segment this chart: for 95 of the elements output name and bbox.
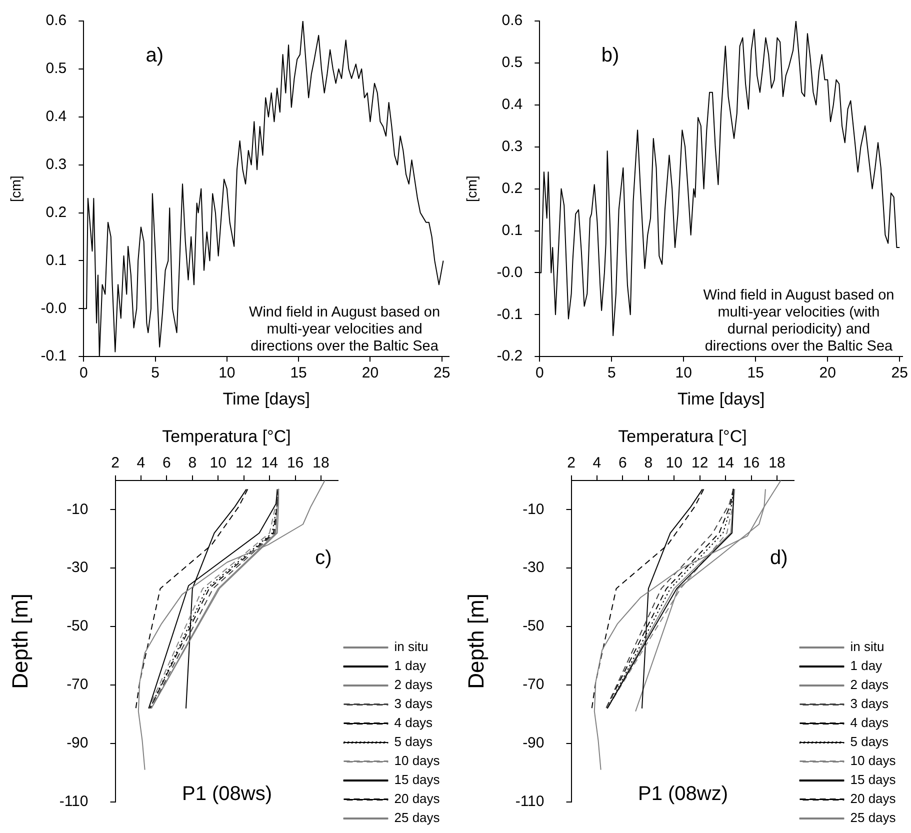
- y-tick-label: -0.1: [40, 348, 67, 365]
- x-tick-label: 2: [111, 454, 120, 472]
- annotation: d): [770, 547, 788, 570]
- legend-label: 3 days: [850, 696, 890, 712]
- y-tick-label: 0.3: [46, 156, 67, 173]
- x-tick-label: 15: [290, 364, 307, 382]
- y-axis-title: [cm]: [7, 176, 24, 202]
- y-tick-label: -50: [66, 618, 88, 635]
- legend-label: 1 day: [394, 658, 427, 674]
- y-axis-title: Depth [m]: [463, 594, 488, 689]
- x-tick-label: 2: [567, 454, 576, 472]
- y-tick-label: 0.6: [502, 12, 523, 30]
- legend-label: 4 days: [850, 715, 890, 730]
- legend-label: 2 days: [850, 677, 890, 692]
- x-tick-label: 20: [819, 364, 836, 382]
- y-tick-label: -0.0: [40, 300, 67, 317]
- x-tick-label: 15: [747, 364, 764, 382]
- y-axis-title: Depth [m]: [7, 594, 32, 689]
- y-tick-label: 0.4: [46, 108, 67, 126]
- legend-label: 20 days: [850, 791, 896, 806]
- annotation: Wind field in August based on multi-year velocities and directions over the Baltic Sea: [249, 304, 440, 355]
- x-tick-label: 10: [218, 364, 236, 382]
- y-tick-label: -0.0: [496, 264, 523, 281]
- y-tick-label: -10: [66, 500, 88, 518]
- x-tick-label: 16: [286, 454, 304, 472]
- legend-label: 15 days: [850, 772, 896, 788]
- y-tick-label: -0.2: [496, 348, 523, 365]
- y-tick-label: -30: [522, 559, 544, 576]
- legend-label: 20 days: [394, 791, 440, 806]
- y-tick-label: -90: [66, 734, 88, 752]
- x-tick-label: 14: [717, 454, 734, 472]
- legend-label: 15 days: [394, 772, 440, 788]
- legend-label: 4 days: [394, 715, 434, 730]
- legend-label: in situ: [850, 639, 884, 654]
- x-tick-label: 8: [644, 454, 653, 472]
- y-tick-label: 0.5: [46, 60, 67, 78]
- x-tick-label: 10: [675, 364, 692, 382]
- y-tick-label: 0.4: [502, 96, 523, 114]
- y-tick-label: 0.6: [46, 12, 67, 30]
- y-tick-label: -0.1: [496, 306, 523, 323]
- legend-label: 10 days: [394, 753, 440, 768]
- x-tick-label: 6: [162, 454, 171, 472]
- x-tick-label: 0: [535, 364, 544, 382]
- x-tick-label: 18: [768, 454, 786, 472]
- legend-label: 2 days: [394, 677, 434, 692]
- y-tick-label: 0.1: [502, 222, 523, 239]
- y-tick-label: 0.3: [502, 138, 523, 155]
- annotation: Wind field in August based on multi-year velocities (with durnal periodicity) and directions over the Baltic Sea: [703, 288, 894, 355]
- y-tick-label: -110: [59, 793, 88, 810]
- x-tick-label: 12: [236, 454, 252, 472]
- annotation: P1 (08ws): [182, 783, 272, 805]
- x-tick-label: 5: [151, 364, 160, 382]
- legend-label: 5 days: [394, 734, 434, 750]
- x-tick-label: 0: [79, 364, 88, 382]
- annotation: c): [315, 547, 332, 570]
- x-axis-title: Time [days]: [222, 389, 310, 408]
- y-tick-label: -110: [515, 793, 544, 810]
- x-tick-label: 25: [433, 364, 450, 382]
- x-tick-label: 8: [188, 454, 197, 472]
- x-tick-label: 4: [592, 454, 602, 472]
- legend-label: 25 days: [850, 810, 896, 826]
- y-tick-label: 0.1: [46, 252, 67, 269]
- y-tick-label: -90: [522, 734, 544, 752]
- x-axis-title: Time [days]: [677, 389, 765, 408]
- x-tick-label: 20: [362, 364, 379, 382]
- annotation: P1 (08wz): [638, 783, 728, 805]
- x-tick-label: 4: [136, 454, 146, 472]
- x-axis-title: Temperatura [°C]: [618, 426, 747, 446]
- y-tick-label: 0.2: [46, 204, 67, 221]
- legend-label: 5 days: [850, 734, 890, 750]
- y-tick-label: -30: [66, 559, 88, 576]
- legend-label: 25 days: [394, 810, 440, 826]
- annotation: b): [601, 44, 620, 66]
- y-tick-label: -70: [66, 676, 88, 694]
- legend-label: in situ: [394, 639, 428, 654]
- annotation: a): [146, 44, 164, 66]
- legend-label: 1 day: [850, 658, 883, 674]
- x-tick-label: 18: [312, 454, 330, 472]
- legend-label: 10 days: [850, 753, 896, 768]
- y-tick-label: 0.2: [502, 180, 523, 197]
- x-tick-label: 12: [692, 454, 708, 472]
- x-tick-label: 10: [666, 454, 682, 472]
- x-tick-label: 6: [618, 454, 627, 472]
- y-axis-title: [cm]: [463, 176, 480, 202]
- y-tick-label: 0.5: [502, 54, 523, 72]
- x-tick-label: 14: [261, 454, 278, 472]
- y-tick-label: -10: [522, 500, 544, 518]
- x-tick-label: 5: [607, 364, 616, 382]
- y-tick-label: -50: [522, 618, 544, 635]
- x-tick-label: 25: [891, 364, 908, 382]
- x-axis-title: Temperatura [°C]: [162, 426, 291, 446]
- legend-label: 3 days: [394, 696, 434, 712]
- x-tick-label: 10: [210, 454, 226, 472]
- y-tick-label: -70: [522, 676, 544, 694]
- x-tick-label: 16: [742, 454, 760, 472]
